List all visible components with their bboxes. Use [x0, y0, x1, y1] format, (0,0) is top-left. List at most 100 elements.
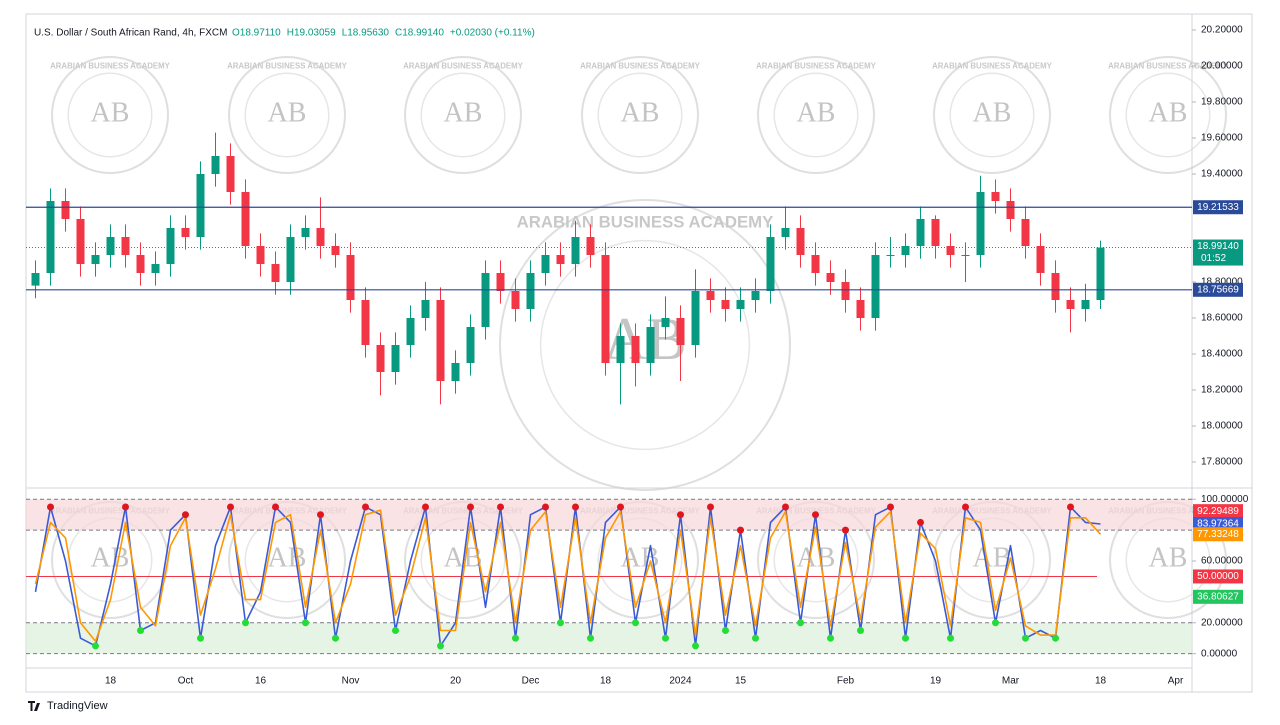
oversold-dot	[302, 619, 309, 627]
candle-body	[871, 255, 880, 318]
candle-body	[931, 219, 940, 246]
candle-body	[1066, 300, 1075, 309]
candle-body	[901, 246, 910, 255]
level-badge	[1193, 569, 1243, 584]
overbought-dot	[707, 503, 714, 511]
candle-body	[781, 228, 790, 237]
ohlc-values: O18.97110 H19.03059 L18.95630 C18.99140 +0.0…	[232, 28, 535, 39]
x-tick-label: 16	[255, 676, 267, 687]
candle-body	[136, 255, 145, 273]
candle-body	[31, 273, 40, 286]
candle-body	[706, 291, 715, 300]
oversold-dot	[947, 634, 954, 642]
watermark-ring	[1109, 56, 1227, 174]
candle-body	[451, 363, 460, 381]
y-tick-label: 60.00000	[1201, 556, 1243, 567]
candle-body	[631, 336, 640, 363]
y-tick-label: 100.00000	[1201, 494, 1249, 505]
candle-body	[856, 300, 865, 318]
candle-body	[751, 291, 760, 300]
candle-body	[91, 255, 100, 264]
oversold-dot	[512, 634, 519, 642]
y-tick-label: 19.40000	[1201, 169, 1243, 180]
candle-body	[376, 345, 385, 372]
candle-body	[661, 318, 670, 327]
ohlc-value: C18.99140	[395, 28, 444, 39]
candle-body	[646, 327, 655, 363]
candle-body	[46, 201, 55, 273]
last-price-badge	[1193, 239, 1243, 266]
oversold-dot	[587, 634, 594, 642]
candle-body	[826, 273, 835, 282]
watermark-name: ARABIAN BUSINESS ACADEMY	[756, 61, 877, 70]
candle-body	[991, 192, 1000, 201]
price-badge	[1193, 282, 1243, 297]
candle-body	[226, 156, 235, 192]
ohlc-value: +0.02030 (+0.11%)	[450, 28, 535, 39]
oscillator-line	[34, 509, 1102, 643]
candle-body	[541, 255, 550, 273]
overbought-dot	[917, 518, 924, 526]
candle-body	[841, 282, 850, 300]
candle-body	[556, 255, 565, 264]
x-tick-label: 18	[600, 676, 612, 687]
y-tick-label: 18.00000	[1201, 421, 1243, 432]
candle-body	[676, 318, 685, 345]
x-tick-label: Feb	[837, 676, 855, 687]
overbought-dot	[737, 526, 744, 534]
oversold-dot	[392, 626, 399, 634]
level-badge-label: 36.80627	[1197, 591, 1239, 602]
candle-body	[481, 273, 490, 327]
candle-body	[196, 174, 205, 237]
oversold-dot	[437, 642, 444, 650]
overbought-dot	[227, 503, 234, 511]
watermark-ring	[933, 56, 1051, 174]
candle-body	[511, 291, 520, 309]
watermark-name: ARABIAN BUSINESS ACADEMY	[1108, 61, 1229, 70]
watermark-ring	[757, 56, 875, 174]
oversold-dot	[332, 634, 339, 642]
oversold-dot	[557, 619, 564, 627]
oversold-dot	[632, 619, 639, 627]
candle-body	[736, 300, 745, 309]
price-badge-label: 19.21533	[1197, 202, 1239, 213]
x-tick-label: Mar	[1002, 676, 1020, 687]
watermark-ring	[581, 56, 699, 174]
oversold-dot	[1052, 634, 1059, 642]
level-badge	[1193, 589, 1243, 604]
candle-body	[76, 219, 85, 264]
x-tick-label: 18	[1095, 676, 1107, 687]
oversold-dot	[797, 619, 804, 627]
tv-logo	[28, 701, 40, 711]
y-tick-label: 0.00000	[1201, 648, 1238, 659]
ohlc-value: H19.03059	[287, 28, 336, 39]
overbought-dot	[782, 503, 789, 511]
countdown: 01:52	[1201, 253, 1226, 264]
ohlc-value: L18.95630	[342, 28, 390, 39]
candle-body	[346, 255, 355, 300]
oversold-dot	[722, 626, 729, 634]
candle-body	[151, 264, 160, 273]
watermark-ring	[404, 56, 522, 174]
candle-body	[1096, 247, 1105, 300]
price-badge	[1193, 200, 1243, 215]
y-tick-label: 20.00000	[1201, 61, 1243, 72]
oversold-dot	[1022, 634, 1029, 642]
overbought-dot	[962, 503, 969, 511]
watermark-ring	[228, 56, 346, 174]
oversold-dot	[857, 626, 864, 634]
y-tick-label: 18.20000	[1201, 385, 1243, 396]
oversold-dot	[752, 634, 759, 642]
candle-body	[391, 345, 400, 372]
y-tick-label: 17.80000	[1201, 457, 1243, 468]
overbought-dot	[467, 503, 474, 511]
watermark-initials: AB	[603, 306, 686, 372]
overbought-dot	[542, 503, 549, 511]
overbought-dot	[812, 511, 819, 519]
candle-body	[331, 246, 340, 255]
candle-body	[796, 228, 805, 255]
watermark-ring	[51, 56, 169, 174]
candle-body	[181, 228, 190, 237]
watermark-initials: AB	[973, 97, 1012, 128]
